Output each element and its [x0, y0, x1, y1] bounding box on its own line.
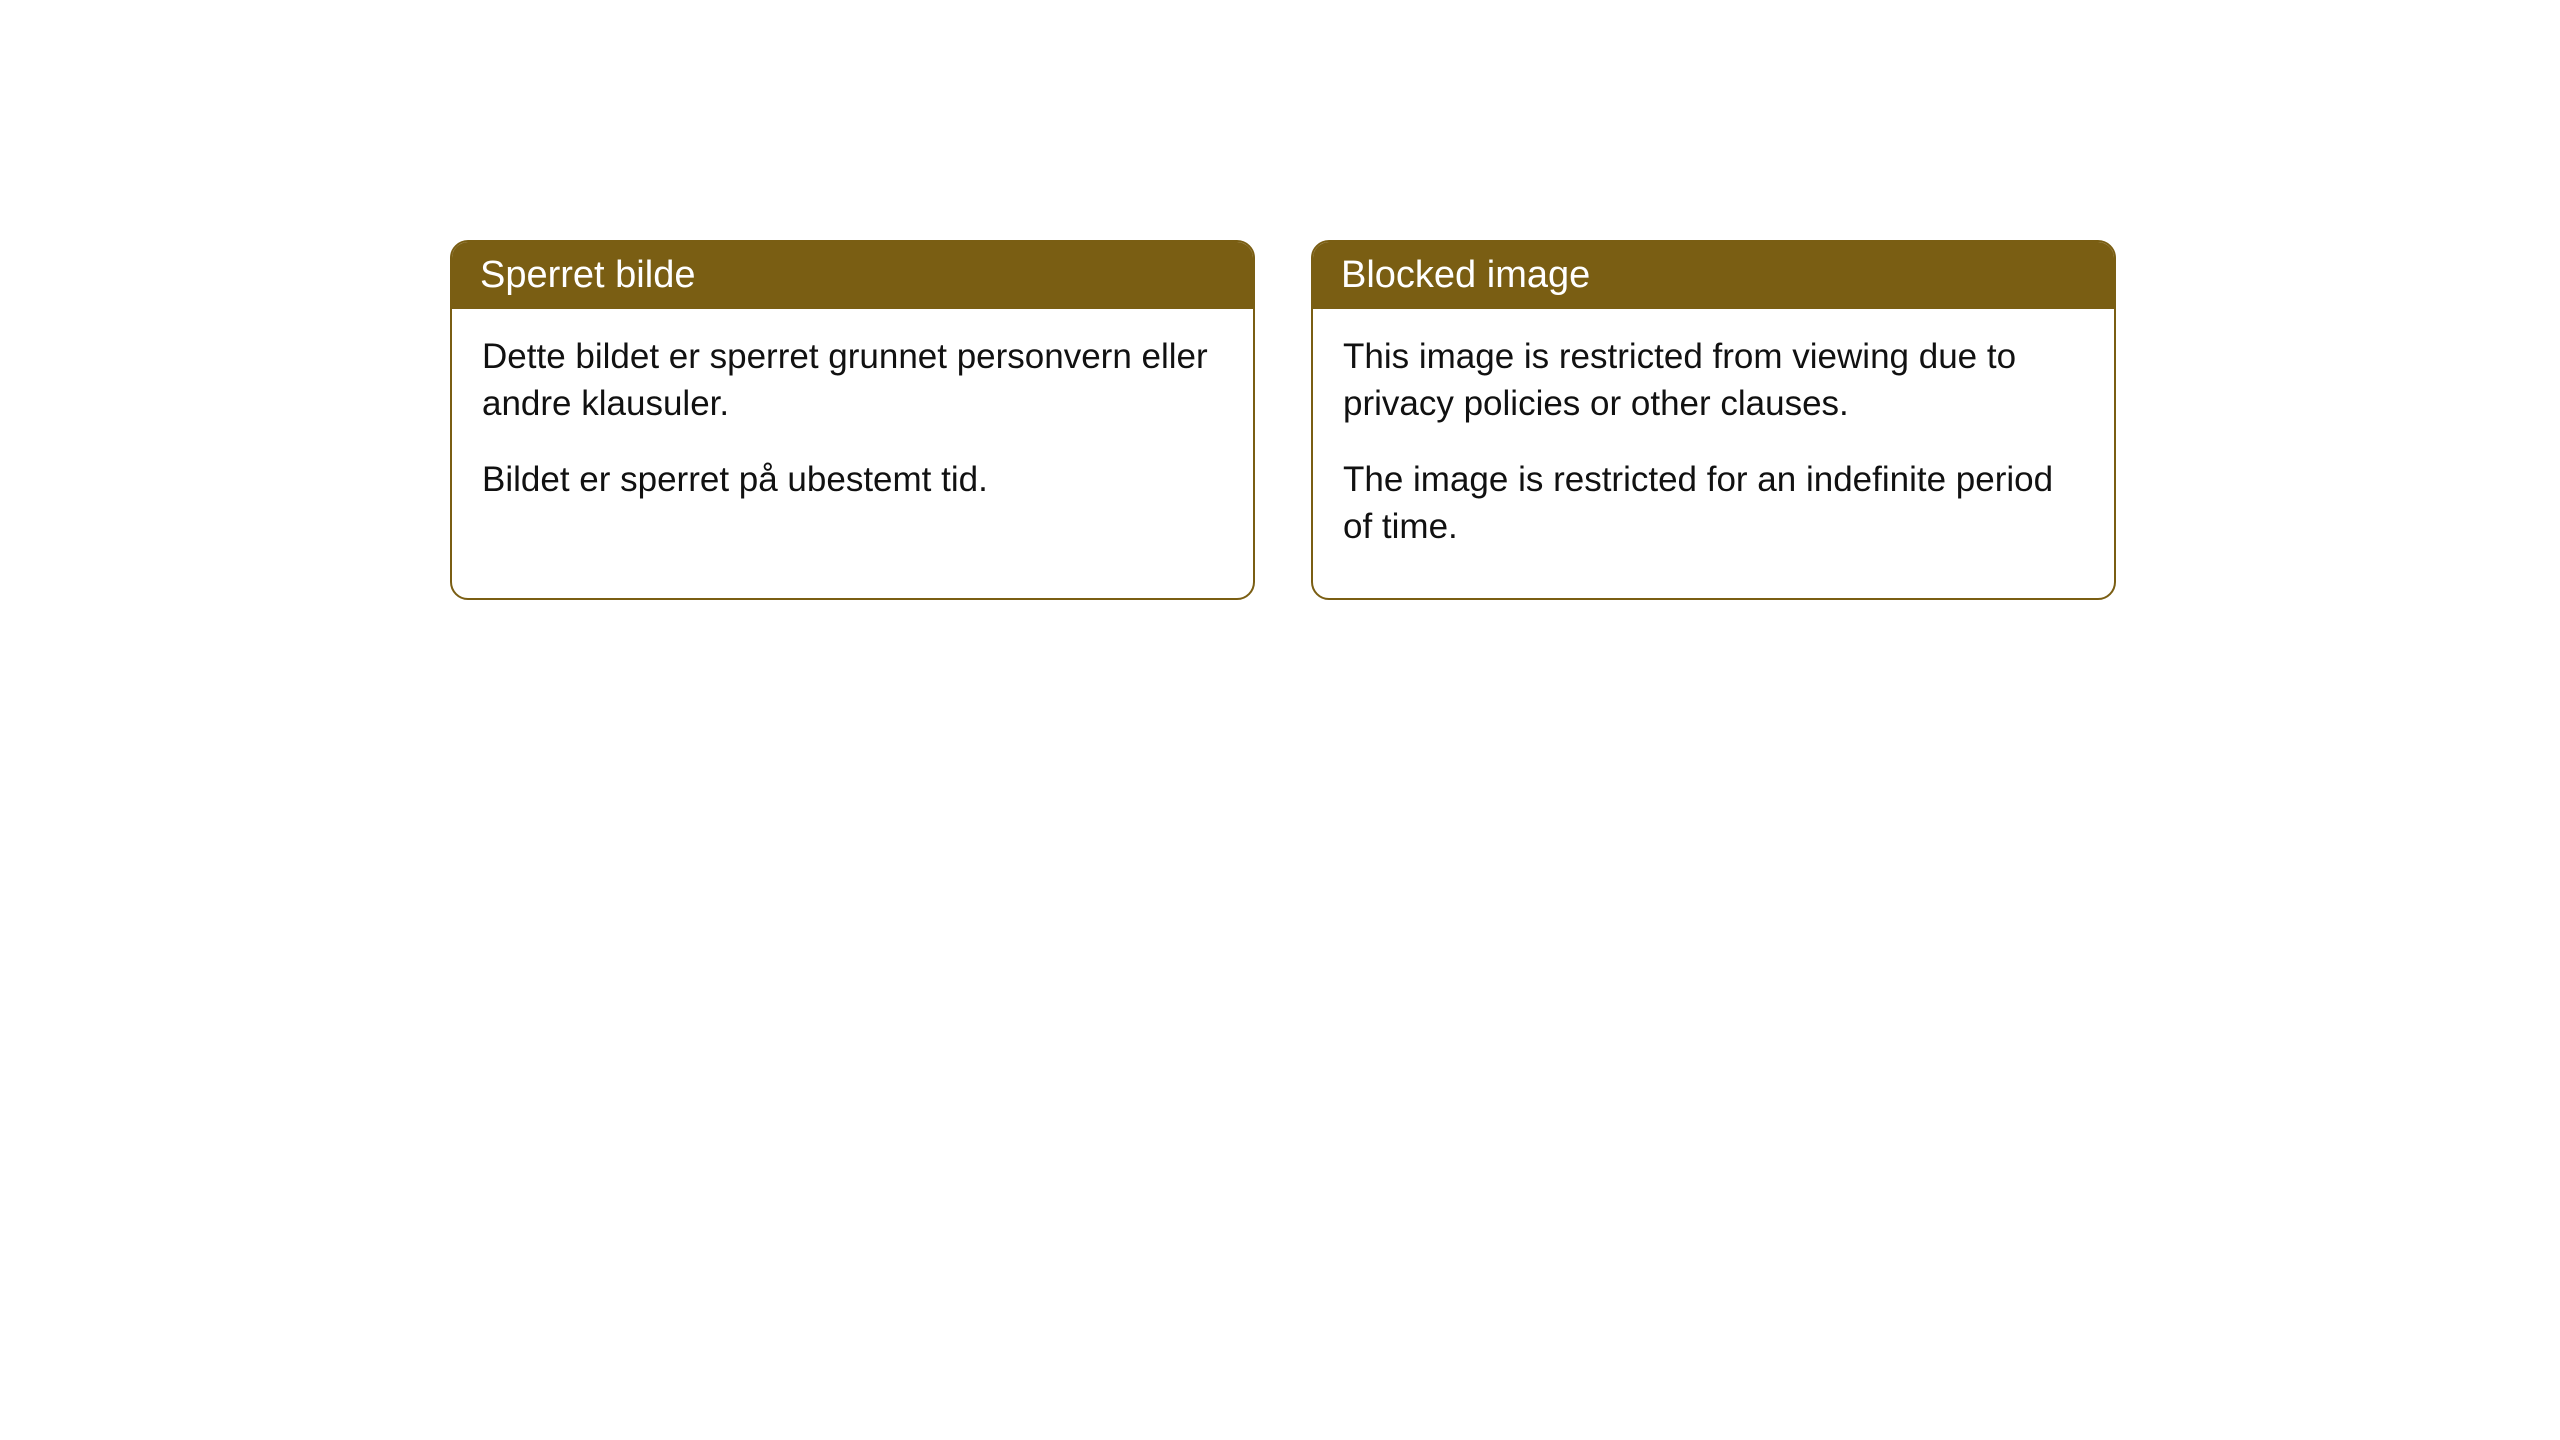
cards-container: Sperret bilde Dette bildet er sperret gr…	[450, 240, 2560, 600]
card-body-norwegian: Dette bildet er sperret grunnet personve…	[452, 309, 1253, 551]
card-text-norwegian-p2: Bildet er sperret på ubestemt tid.	[482, 456, 1223, 503]
card-norwegian: Sperret bilde Dette bildet er sperret gr…	[450, 240, 1255, 600]
card-text-norwegian-p1: Dette bildet er sperret grunnet personve…	[482, 333, 1223, 428]
card-text-english-p2: The image is restricted for an indefinit…	[1343, 456, 2084, 551]
card-header-english: Blocked image	[1313, 242, 2114, 309]
card-english: Blocked image This image is restricted f…	[1311, 240, 2116, 600]
card-header-norwegian: Sperret bilde	[452, 242, 1253, 309]
card-body-english: This image is restricted from viewing du…	[1313, 309, 2114, 598]
card-text-english-p1: This image is restricted from viewing du…	[1343, 333, 2084, 428]
